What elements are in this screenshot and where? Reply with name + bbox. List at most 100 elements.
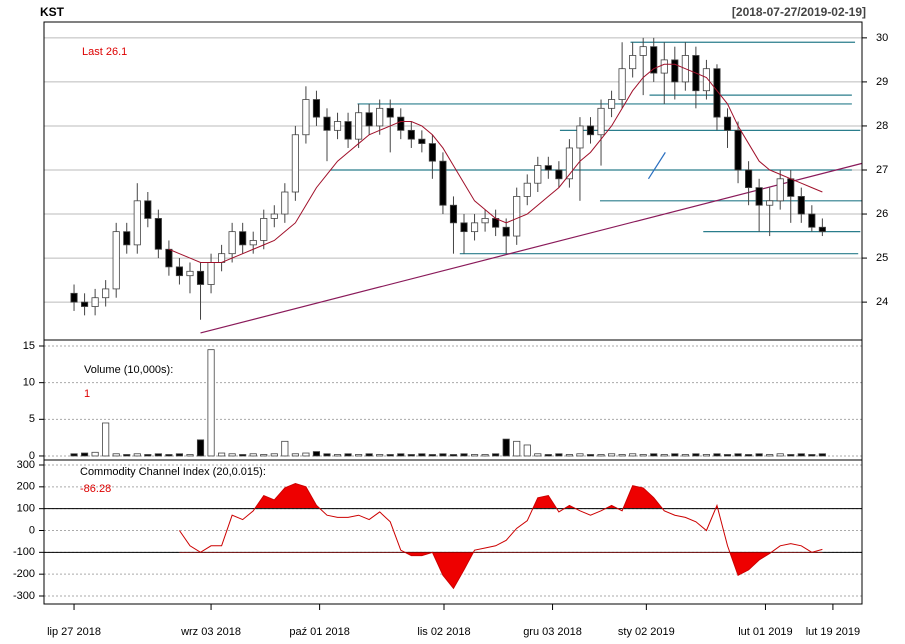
candle-body <box>629 55 637 70</box>
volume-bar <box>186 454 194 457</box>
y-tick-label: 29 <box>876 76 888 88</box>
volume-bar <box>502 438 510 457</box>
last-price: Last 26.1 <box>82 46 127 58</box>
volume-bar <box>639 454 647 457</box>
candle-body <box>797 196 805 215</box>
candle-body <box>333 121 342 131</box>
volume-bar <box>165 454 173 457</box>
volume-bar <box>291 453 299 457</box>
cci-line <box>179 483 823 590</box>
volume-bar <box>618 454 626 457</box>
candle-body <box>312 99 321 118</box>
candle-body <box>418 138 426 144</box>
candle-body <box>745 169 753 189</box>
cci-last: -86.28 <box>80 483 111 495</box>
cci-fill <box>255 483 718 508</box>
y-tick-label: 0 <box>29 524 35 536</box>
moving-average <box>168 63 823 263</box>
candle-body <box>291 134 299 193</box>
volume-bar <box>797 453 805 457</box>
candle-body <box>428 143 436 162</box>
candle-body <box>671 59 679 83</box>
volume-bar <box>428 454 436 457</box>
candle-body <box>133 200 141 246</box>
volume-bar <box>745 454 753 457</box>
candle-body <box>702 68 710 92</box>
volume-bar <box>660 454 668 457</box>
volume-bar <box>344 453 352 457</box>
candle-body <box>397 116 405 131</box>
candle-body <box>555 169 563 180</box>
volume-bar <box>523 444 531 457</box>
candle-body <box>470 222 479 233</box>
y-tick-label: -200 <box>13 568 35 580</box>
volume-bar <box>123 454 131 457</box>
candle-body <box>650 46 658 74</box>
candle-body <box>323 116 331 131</box>
y-tick-label: 200 <box>17 481 35 493</box>
candle-body <box>144 200 152 219</box>
volume-bar <box>597 454 605 457</box>
volume-bar <box>302 452 310 457</box>
candle-body <box>81 301 89 307</box>
candle-body <box>186 270 194 277</box>
volume-bar <box>333 454 342 457</box>
candle-body <box>787 178 795 197</box>
y-tick-label: 100 <box>17 503 35 515</box>
y-tick-label: 0 <box>29 450 35 462</box>
volume-bar <box>702 454 710 457</box>
candle-body <box>376 107 384 127</box>
volume-bar <box>449 454 458 457</box>
volume-bar <box>133 453 141 457</box>
volume-bar <box>260 454 268 457</box>
y-tick-label: 10 <box>23 377 35 389</box>
volume-bar <box>218 452 226 457</box>
candle-body <box>112 231 120 290</box>
volume-bar <box>555 453 563 457</box>
candle-body <box>449 204 458 224</box>
candle-body <box>639 46 647 56</box>
candle-body <box>734 129 742 171</box>
volume-bar <box>818 453 826 457</box>
volume-bar <box>365 453 373 457</box>
candle-body <box>281 191 289 215</box>
y-tick-label: 28 <box>876 120 888 132</box>
volume-bar <box>207 349 215 457</box>
volume-bar <box>470 454 479 457</box>
volume-bar <box>492 453 500 457</box>
volume-bar <box>281 440 289 457</box>
candle-body <box>818 226 826 233</box>
volume-bar <box>629 453 637 457</box>
y-tick-label: 24 <box>876 296 888 308</box>
y-tick-label: 26 <box>876 208 888 220</box>
candle-body <box>70 292 78 303</box>
candle-body <box>249 240 257 246</box>
candle-body <box>91 297 99 307</box>
volume-bar <box>154 453 162 457</box>
volume-bar <box>355 454 363 457</box>
x-tick-label: lut 01 2019 <box>738 626 792 638</box>
candle-body <box>302 99 310 136</box>
y-tick-label: 15 <box>23 340 35 352</box>
candle-body <box>270 213 278 219</box>
x-tick-label: gru 03 2018 <box>523 626 582 638</box>
volume-bar <box>692 453 700 457</box>
candle-body <box>344 121 352 140</box>
x-tick-label: paź 01 2018 <box>289 626 350 638</box>
volume-bar <box>681 454 689 457</box>
candle-body <box>513 196 521 237</box>
candle-body <box>239 231 247 246</box>
candle-body <box>207 262 215 285</box>
candle-body <box>576 125 584 149</box>
volume-bar <box>734 453 742 457</box>
volume-bar <box>70 453 78 457</box>
volume-bar <box>576 453 584 457</box>
volume-bar <box>534 453 542 457</box>
candle-body <box>776 178 784 202</box>
panel-frame <box>43 459 863 605</box>
volume-bar <box>481 454 489 457</box>
volume-bar <box>608 453 616 457</box>
volume-bar <box>102 422 110 457</box>
volume-bar <box>544 454 552 457</box>
